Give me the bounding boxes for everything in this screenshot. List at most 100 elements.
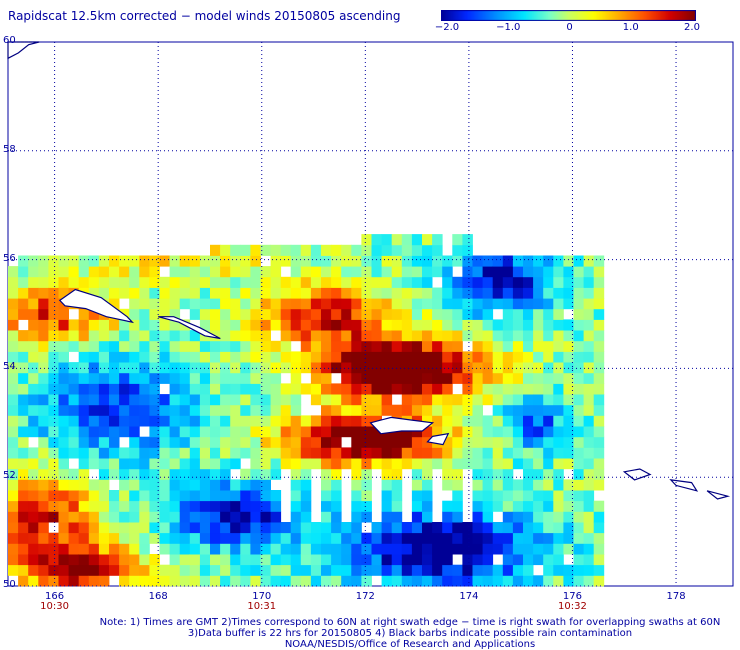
data-cell [250, 468, 261, 480]
data-cell [563, 490, 574, 502]
data-cell [472, 479, 483, 491]
data-cell [280, 276, 292, 288]
data-cell [260, 330, 271, 342]
data-cell [28, 468, 39, 480]
data-cell [78, 479, 90, 491]
data-cell [28, 532, 39, 544]
data-cell [442, 372, 453, 384]
data-cell [351, 511, 362, 523]
data-cell [492, 394, 504, 406]
data-cell [68, 372, 80, 384]
data-cell [310, 287, 322, 299]
data-cell [381, 511, 393, 523]
data-cell [321, 532, 332, 544]
data-cell [533, 447, 544, 459]
data-cell [28, 319, 39, 331]
data-cell [310, 255, 322, 267]
data-cell [492, 479, 504, 491]
data-cell [502, 458, 514, 470]
data-cell [68, 522, 80, 534]
coastline [706, 490, 731, 500]
data-cell [502, 287, 514, 299]
data-cell [593, 319, 605, 331]
data-cell [78, 490, 90, 502]
data-cell [109, 351, 120, 363]
data-cell [553, 404, 564, 416]
data-cell [381, 276, 393, 288]
data-cell [18, 468, 29, 480]
data-cell [452, 490, 463, 502]
data-cell [512, 266, 524, 278]
data-cell [179, 447, 191, 459]
data-cell [98, 479, 110, 491]
data-cell [341, 276, 352, 288]
data-cell [159, 468, 170, 480]
data-cell [361, 575, 372, 587]
data-cell [482, 543, 494, 555]
data-cell [300, 319, 312, 331]
data-cell [543, 255, 554, 267]
data-cell [593, 447, 605, 459]
data-cell [502, 468, 514, 480]
data-cell [18, 415, 29, 427]
data-cell [482, 500, 494, 512]
data-cell [422, 575, 433, 587]
data-cell [18, 330, 29, 342]
data-cell [129, 383, 140, 395]
time-label: 10:30 [40, 601, 70, 612]
data-cell [230, 564, 241, 576]
colorbar-tick-label: −1.0 [496, 22, 521, 33]
data-cell [139, 383, 150, 395]
data-cell [482, 511, 494, 523]
data-cell [381, 447, 393, 459]
data-cell [442, 511, 453, 523]
data-cell [119, 394, 130, 406]
data-cell [280, 383, 292, 395]
data-cell [381, 468, 393, 480]
data-cell [38, 575, 49, 587]
data-cell [109, 447, 120, 459]
data-cell [48, 500, 59, 512]
data-cell [371, 276, 382, 288]
data-cell [432, 426, 443, 438]
data-cell [48, 298, 59, 310]
data-cell [68, 394, 80, 406]
data-cell [563, 522, 574, 534]
data-cell [179, 564, 191, 576]
data-cell [411, 308, 423, 320]
data-cell [280, 436, 292, 448]
data-cell [179, 511, 191, 523]
data-cell [18, 266, 29, 278]
data-cell [310, 436, 322, 448]
data-cell [220, 458, 231, 470]
data-cell [512, 564, 524, 576]
data-cell [78, 362, 90, 374]
data-cell [109, 276, 120, 288]
data-cell [58, 575, 69, 587]
data-cell [523, 415, 534, 427]
data-cell [220, 436, 231, 448]
data-cell [341, 404, 352, 416]
data-cell [492, 362, 504, 374]
data-cell [411, 511, 423, 523]
data-cell [230, 372, 241, 384]
data-cell [230, 255, 241, 267]
data-cell [48, 575, 59, 587]
data-cell [189, 340, 201, 352]
data-cell [381, 575, 393, 587]
data-cell [220, 479, 231, 491]
data-cell [310, 372, 322, 384]
data-cell [462, 351, 473, 363]
data-cell [391, 266, 403, 278]
data-cell [159, 511, 170, 523]
data-cell [210, 394, 221, 406]
data-cell [290, 255, 302, 267]
data-cell [230, 436, 241, 448]
data-cell [109, 532, 120, 544]
data-cell [341, 351, 352, 363]
data-cell [129, 511, 140, 523]
data-cell [422, 298, 433, 310]
data-cell [139, 468, 150, 480]
data-cell [482, 362, 494, 374]
data-cell [533, 372, 544, 384]
